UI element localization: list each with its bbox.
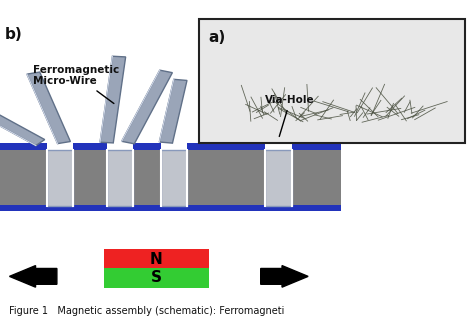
Bar [161, 142, 187, 150]
Bar [265, 142, 292, 150]
Bar [0, 150, 341, 206]
Polygon shape [100, 56, 126, 143]
Polygon shape [27, 72, 71, 144]
FancyArrow shape [9, 266, 57, 287]
Polygon shape [159, 79, 187, 143]
Bar [0, 205, 341, 211]
Bar [104, 268, 209, 288]
Bar [107, 142, 133, 150]
FancyArrow shape [261, 266, 308, 287]
Bar [161, 150, 187, 206]
Text: S: S [151, 270, 162, 285]
Bar [47, 142, 73, 150]
Bar [199, 19, 465, 143]
Text: b): b) [5, 27, 22, 43]
Bar [0, 143, 341, 150]
Bar [107, 150, 133, 206]
Text: N: N [150, 251, 163, 267]
Polygon shape [0, 86, 45, 146]
Bar [265, 150, 292, 206]
Text: Ferromagnetic
Micro-Wire: Ferromagnetic Micro-Wire [33, 65, 119, 104]
Polygon shape [122, 70, 173, 144]
Text: Figure 1   Magnetic assembly (schematic): Ferromagneti: Figure 1 Magnetic assembly (schematic): … [9, 306, 285, 316]
Text: Via-Hole: Via-Hole [265, 95, 315, 136]
Bar [47, 150, 73, 206]
Bar [104, 249, 209, 269]
Text: a): a) [209, 30, 226, 45]
